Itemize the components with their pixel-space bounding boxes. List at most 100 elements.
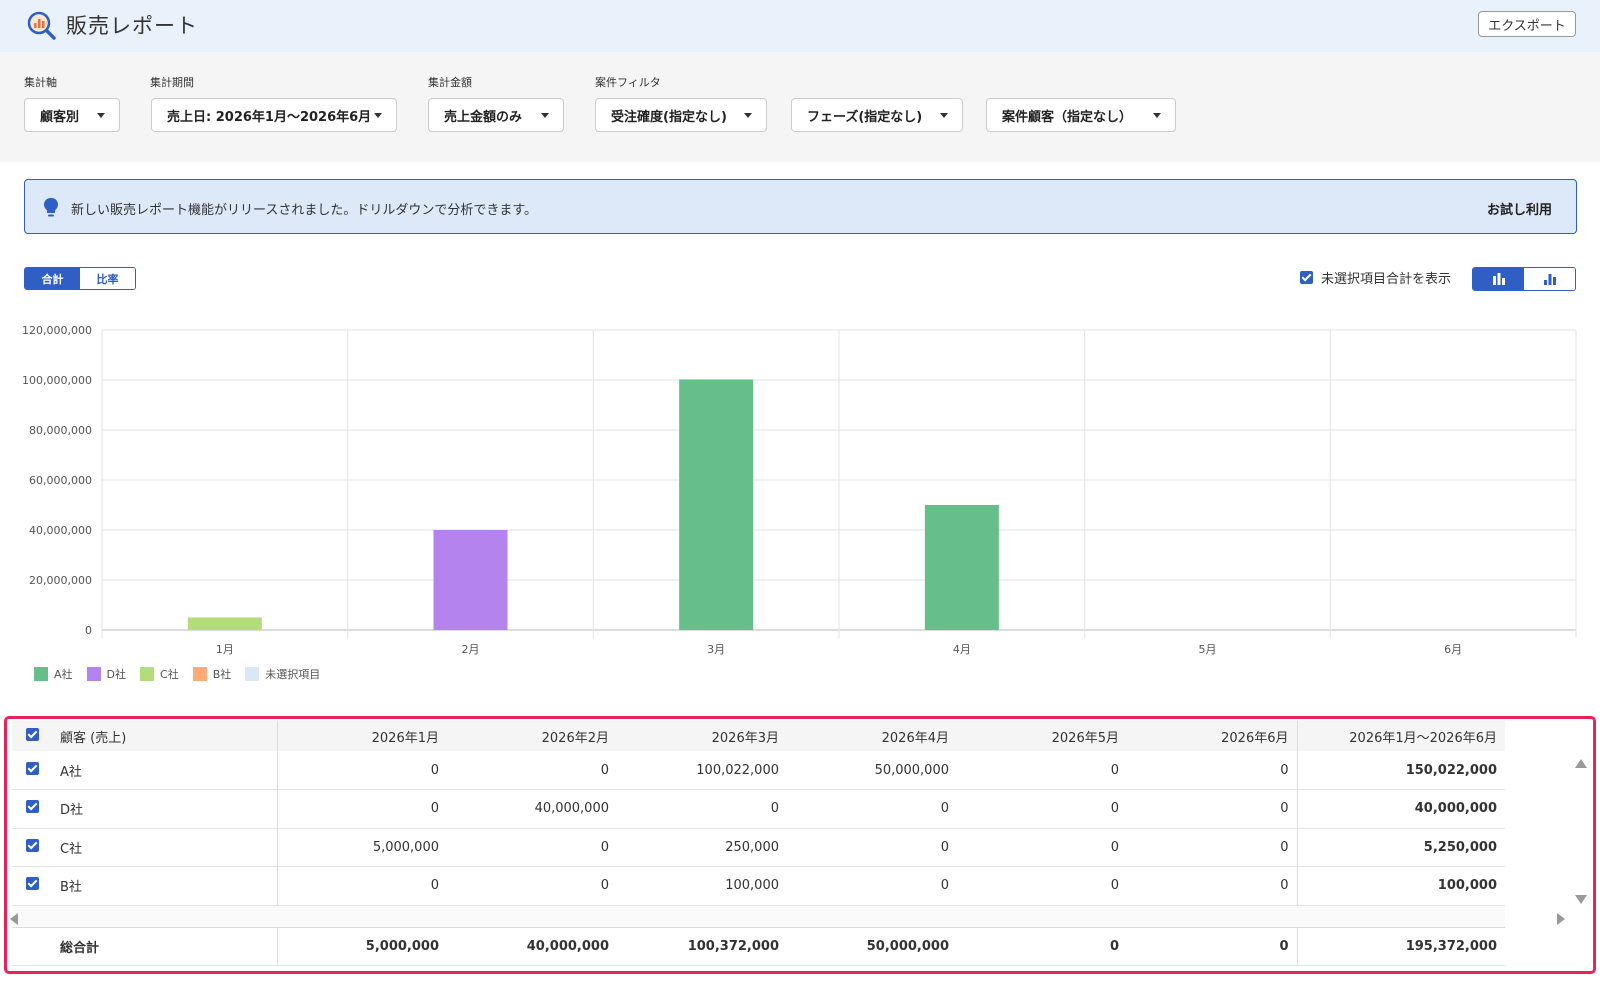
table-cell: 0 [1280, 839, 1289, 855]
customer-name: A社 [52, 751, 278, 790]
legend-item[interactable]: C社 [140, 666, 179, 682]
row-checkbox[interactable] [25, 877, 39, 891]
table-cell: 0 [1110, 839, 1119, 855]
legend-item[interactable]: D社 [86, 666, 127, 682]
total-mode-button[interactable]: 合計 [25, 268, 80, 289]
chevron-down-icon [744, 113, 752, 118]
scroll-right-arrow-icon[interactable] [1557, 913, 1565, 925]
y-tick-label: 80,000,000 [29, 424, 92, 437]
bar-A社 [679, 379, 754, 630]
row-checkbox[interactable] [25, 838, 39, 852]
chevron-down-icon [1153, 113, 1161, 118]
grand-total-cell: 100,372,000 [617, 926, 787, 966]
grand-total-cell: 0 [1127, 926, 1297, 966]
row-checkbox[interactable] [25, 800, 39, 814]
customer-name: D社 [52, 789, 278, 828]
x-tick-label: 5月 [1199, 643, 1217, 655]
x-tick-label: 1月 [216, 643, 234, 655]
select-all-checkbox[interactable] [25, 727, 39, 741]
table-cell: 100,000 [725, 878, 779, 894]
table-cell: 0 [940, 839, 949, 855]
phase-select[interactable]: フェーズ(指定なし) [791, 98, 963, 132]
y-tick-label: 120,000,000 [22, 324, 92, 337]
show-unselected-label: 未選択項目合計を表示 [1321, 272, 1452, 287]
legend-label: D社 [106, 668, 127, 681]
horizontal-scrollbar[interactable] [12, 905, 1505, 927]
chart-legend: A社 D社 C社 B社 未選択項目 [34, 666, 320, 682]
row-select-cell [12, 751, 52, 790]
chevron-down-icon [940, 113, 948, 118]
show-unselected-checkbox[interactable] [1300, 271, 1313, 284]
scroll-up-arrow-icon[interactable] [1575, 759, 1587, 768]
ratio-mode-button[interactable]: 比率 [80, 268, 135, 289]
column-header: 2026年6月 [1127, 721, 1297, 751]
y-tick-label: 60,000,000 [29, 474, 92, 487]
column-header: 2026年2月 [447, 721, 617, 751]
certainty-value: 受注確度(指定なし) [611, 109, 727, 125]
table-cell: 0 [1280, 801, 1289, 817]
row-checkbox[interactable] [25, 761, 39, 775]
certainty-select[interactable]: 受注確度(指定なし) [595, 98, 767, 132]
legend-item[interactable]: 未選択項目 [245, 666, 320, 682]
row-total: 100,000 [1296, 866, 1505, 905]
table-cell: 50,000,000 [874, 762, 949, 778]
bar-A社 [924, 505, 999, 630]
table-cell: 40,000,000 [534, 801, 609, 817]
bar-D社 [433, 530, 508, 630]
bar-C社 [187, 617, 262, 630]
amount-select[interactable]: 売上金額のみ [428, 98, 564, 132]
table-cell: 0 [1110, 801, 1119, 817]
customer-name: B社 [52, 866, 278, 905]
case-customer-value: 案件顧客（指定なし） [1002, 109, 1133, 125]
period-select[interactable]: 売上日: 2026年1月～2026年6月 [151, 98, 397, 132]
axis-label: 集計軸 [24, 76, 57, 89]
x-tick-label: 2月 [462, 643, 480, 655]
row-total: 40,000,000 [1296, 789, 1505, 828]
legend-swatch [86, 667, 101, 681]
row-select-cell [12, 867, 52, 906]
trial-link[interactable]: お試し利用 [1486, 203, 1552, 218]
table-header-row: 顧客 (売上) 2026年1月 2026年2月 2026年3月 2026年4月 … [12, 721, 1505, 751]
column-header: 2026年1月 [277, 721, 447, 751]
page-title: 販売レポート [66, 14, 198, 38]
table-cell: 0 [600, 878, 609, 894]
y-tick-label: 0 [85, 624, 92, 637]
column-header: 2026年5月 [957, 721, 1127, 751]
app-header: 販売レポート エクスポート [0, 0, 1600, 52]
show-unselected-option[interactable]: 未選択項目合計を表示 [1300, 268, 1451, 287]
grand-total-cell: 50,000,000 [787, 926, 957, 966]
row-total: 150,022,000 [1296, 751, 1505, 790]
scroll-down-arrow-icon[interactable] [1575, 895, 1587, 904]
grand-total-label: 総合計 [52, 926, 278, 966]
legend-swatch [34, 667, 48, 681]
case-customer-select[interactable]: 案件顧客（指定なし） [986, 98, 1176, 132]
x-tick-label: 6月 [1444, 643, 1462, 655]
legend-swatch [245, 667, 260, 681]
grand-total-cell: 0 [957, 926, 1127, 966]
bar-button[interactable] [1524, 268, 1575, 290]
table-row: B社 0 0 100,000 0 0 0 100,000 [12, 866, 1505, 906]
legend-item[interactable]: B社 [192, 666, 231, 682]
export-button[interactable]: エクスポート [1478, 11, 1576, 37]
grand-total-sum: 195,372,000 [1296, 926, 1505, 966]
table-cell: 0 [600, 839, 609, 855]
x-tick-label: 4月 [953, 643, 971, 655]
phase-value: フェーズ(指定なし) [807, 109, 923, 125]
notice-text: 新しい販売レポート機能がリリースされました。ドリルダウンで分析できます。 [71, 203, 538, 218]
legend-item[interactable]: A社 [34, 666, 73, 682]
lightbulb-icon [44, 198, 58, 217]
table-cell: 0 [430, 801, 439, 817]
scroll-left-arrow-icon[interactable] [10, 913, 18, 925]
stacked-bar-button[interactable] [1473, 268, 1524, 290]
amount-label: 集計金額 [428, 76, 472, 89]
table-cell: 100,022,000 [696, 762, 779, 778]
column-header: 2026年4月 [787, 721, 957, 751]
table-cell: 0 [940, 878, 949, 894]
axis-select[interactable]: 顧客別 [24, 98, 120, 132]
release-notice: 新しい販売レポート機能がリリースされました。ドリルダウンで分析できます。 お試し… [24, 179, 1577, 234]
table-cell: 0 [600, 762, 609, 778]
table-cell: 0 [430, 762, 439, 778]
axis-value: 顧客別 [40, 109, 80, 125]
sales-bar-chart: 0 20,000,000 40,000,000 60,000,000 80,000,00… [22, 324, 1577, 655]
table-cell: 0 [770, 801, 779, 817]
